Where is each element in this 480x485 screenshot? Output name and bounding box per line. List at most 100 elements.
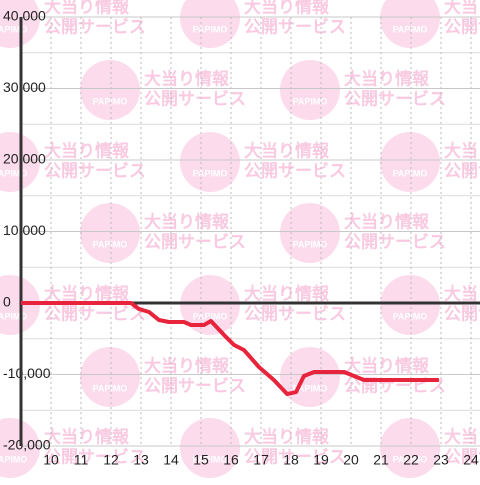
x-tick-label: 14 <box>163 452 179 468</box>
watermark-line1: 大当り情報 <box>44 140 130 160</box>
watermark-brand: PAPIMO <box>193 168 228 178</box>
watermark-line1: 大当り情報 <box>244 140 330 160</box>
watermark-circle <box>380 418 440 478</box>
watermark-circle <box>380 275 440 335</box>
x-tick-label: 16 <box>223 452 239 468</box>
watermark-line2: 公開サービス <box>44 304 146 323</box>
watermark-brand: PAPIMO <box>0 24 27 34</box>
watermark-line1: 大当り情報 <box>344 355 430 375</box>
watermark-line1: 大当り情報 <box>444 0 480 16</box>
watermark-circle <box>280 60 340 120</box>
watermark-brand: PAPIMO <box>0 168 27 178</box>
watermark-line2: 公開サービス <box>144 89 246 108</box>
watermark-line1: 大当り情報 <box>44 0 130 16</box>
x-tick-label: 11 <box>74 452 89 468</box>
watermark-line1: 大当り情報 <box>144 211 230 231</box>
watermark-brand: PAPIMO <box>93 383 128 393</box>
watermark-line2: 公開サービス <box>144 232 246 251</box>
watermark-line1: 大当り情報 <box>444 140 480 160</box>
x-tick-label: 22 <box>403 452 419 468</box>
watermark-brand: PAPIMO <box>93 96 128 106</box>
x-tick-label: 18 <box>283 452 299 468</box>
x-tick-label: 24 <box>463 452 479 468</box>
watermark-line1: 大当り情報 <box>244 426 330 446</box>
y-tick-label: -20,000 <box>3 437 51 453</box>
watermark-circle <box>80 347 140 407</box>
watermark-line2: 公開サービス <box>444 17 480 36</box>
watermark-line1: 大当り情報 <box>444 283 480 303</box>
watermark-line2: 公開サービス <box>244 17 346 36</box>
y-tick-label: -10,000 <box>3 365 51 381</box>
watermark-brand: PAPIMO <box>93 239 128 249</box>
watermark-brand: PAPIMO <box>393 168 428 178</box>
watermark-brand: PAPIMO <box>0 454 27 464</box>
y-tick-label: 20,000 <box>3 151 46 167</box>
data-line <box>21 301 439 397</box>
watermark-line1: 大当り情報 <box>344 211 430 231</box>
watermark-line2: 公開サービス <box>144 376 246 395</box>
watermark-brand: PAPIMO <box>393 454 428 464</box>
watermark-circle <box>0 418 40 478</box>
watermark-circle <box>280 347 340 407</box>
watermark-line2: 公開サービス <box>344 232 446 251</box>
watermark-circle <box>380 132 440 192</box>
x-tick-label: 20 <box>343 452 359 468</box>
watermark-line2: 公開サービス <box>44 161 146 180</box>
x-tick-label: 13 <box>133 452 149 468</box>
x-tick-label: 10 <box>43 452 59 468</box>
watermark-line1: 大当り情報 <box>144 68 230 88</box>
watermark-brand: PAPIMO <box>193 24 228 34</box>
watermark-line2: 公開サービス <box>244 304 346 323</box>
watermark-brand: PAPIMO <box>393 24 428 34</box>
x-tick-label: 12 <box>103 452 119 468</box>
watermark-line1: 大当り情報 <box>444 426 480 446</box>
watermark-line2: 公開サービス <box>444 447 480 466</box>
watermark-line2: 公開サービス <box>44 447 146 466</box>
watermark-line1: 大当り情報 <box>244 0 330 16</box>
watermark-circle <box>80 203 140 263</box>
watermark-line2: 公開サービス <box>244 161 346 180</box>
watermark-brand: PAPIMO <box>0 311 27 321</box>
watermark-line2: 公開サービス <box>244 447 346 466</box>
x-tick-label: 21 <box>373 452 389 468</box>
watermark-circle <box>180 275 240 335</box>
watermark-circle <box>180 0 240 48</box>
watermark-brand: PAPIMO <box>193 454 228 464</box>
x-tick-label: 17 <box>253 452 269 468</box>
watermark-line1: 大当り情報 <box>244 283 330 303</box>
watermark-line1: 大当り情報 <box>44 426 130 446</box>
y-tick-label: 10,000 <box>3 222 46 238</box>
x-tick-label: 23 <box>433 452 449 468</box>
watermark-brand: PAPIMO <box>393 311 428 321</box>
watermark-line2: 公開サービス <box>344 89 446 108</box>
watermark-circle <box>280 203 340 263</box>
y-tick-label: 40,000 <box>3 8 46 24</box>
x-tick-label: 15 <box>193 452 209 468</box>
watermark-brand: PAPIMO <box>193 311 228 321</box>
watermark-brand: PAPIMO <box>293 96 328 106</box>
plot: -20,000 -10,000 0 10,000 20,000 30,000 40,000 1… <box>3 8 480 468</box>
watermark-line1: 大当り情報 <box>344 68 430 88</box>
watermark-brand: PAPIMO <box>293 239 328 249</box>
watermark-line2: 公開サービス <box>444 161 480 180</box>
y-tick-label: 0 <box>3 294 11 310</box>
watermark-line1: 大当り情報 <box>44 283 130 303</box>
watermark-line2: 公開サービス <box>44 17 146 36</box>
watermark-circle <box>380 0 440 48</box>
watermark-brand: PAPIMO <box>293 383 328 393</box>
x-tick-label: 19 <box>313 452 329 468</box>
watermark-circle <box>180 132 240 192</box>
